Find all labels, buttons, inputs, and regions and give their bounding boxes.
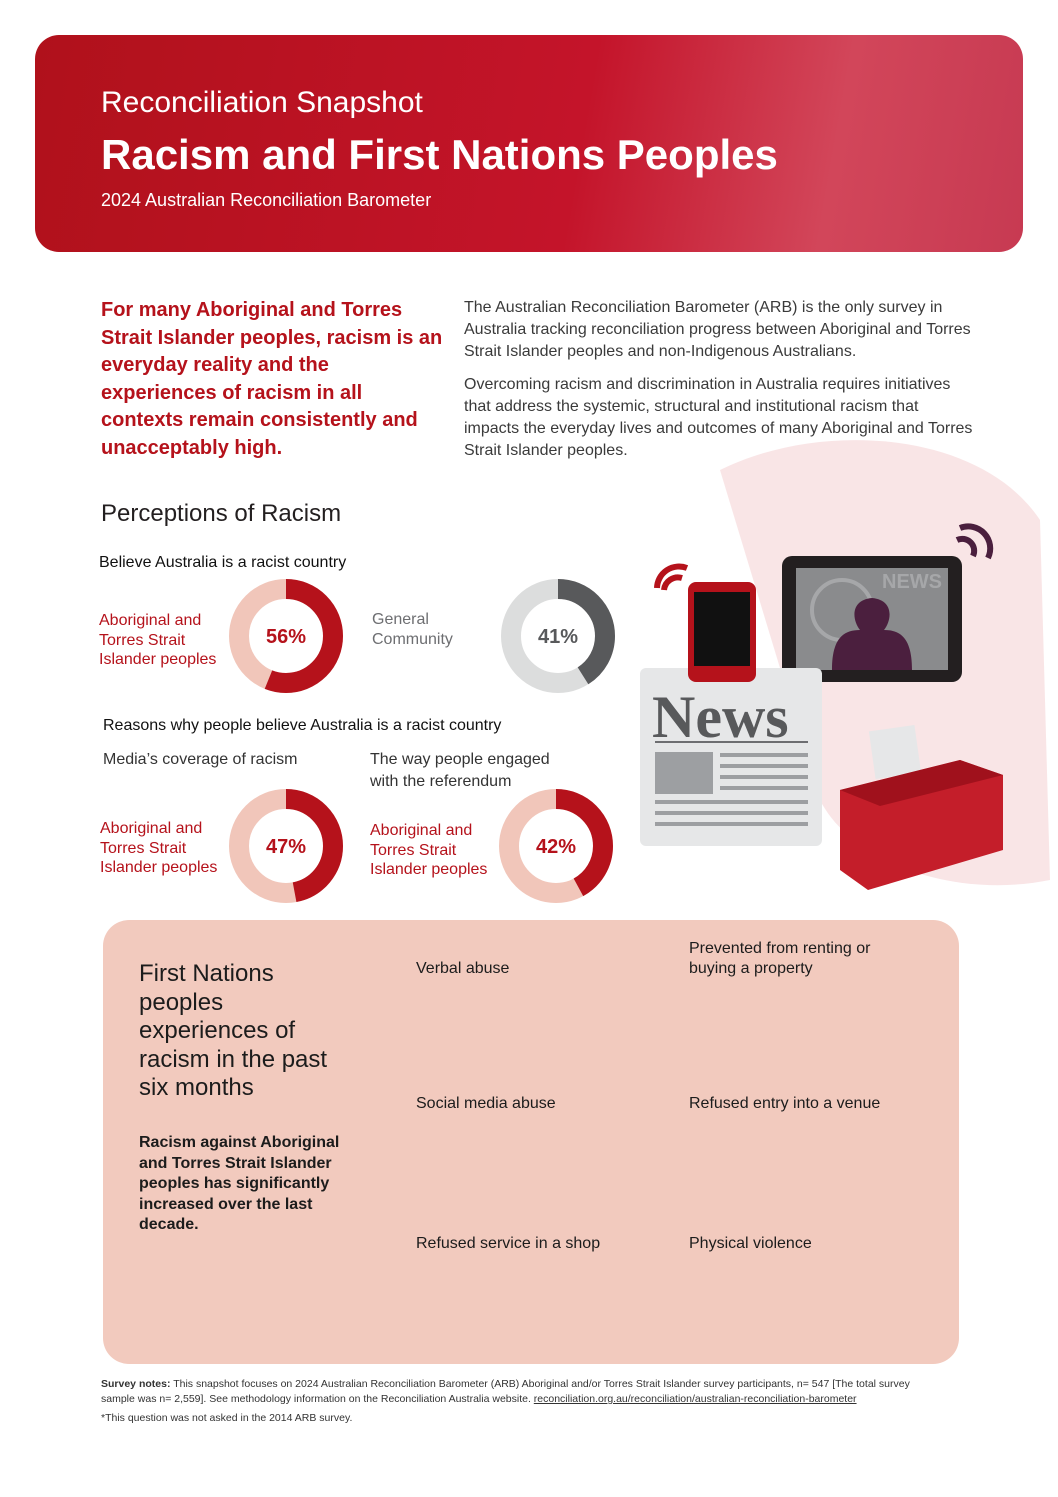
item-title: Refused entry into a venue <box>689 1095 881 1112</box>
section-heading: Perceptions of Racism <box>101 500 342 527</box>
caption: The way people engaged with the referend… <box>370 751 550 790</box>
group-label: Aboriginal and Torres Strait Islander pe… <box>99 612 217 668</box>
donut-arc <box>229 789 343 903</box>
donut-arc <box>501 579 615 693</box>
notes: This snapshot focuses on 2024 Australian… <box>101 1378 910 1405</box>
experiences-heading: First Nations peoples experiences of rac… <box>139 960 328 1101</box>
notes-label: Survey notes: <box>101 1378 171 1390</box>
item-title: Social media abuse <box>416 1095 556 1112</box>
link[interactable]: reconciliation.org.au/reconciliation/aus… <box>533 1393 857 1405</box>
survey-notes: Survey notes: This snapshot focuses on 2… <box>101 1377 931 1407</box>
item-title: Physical violence <box>689 1235 812 1252</box>
donut-value: 56% <box>266 626 306 648</box>
item-title: Verbal abuse <box>416 960 510 977</box>
donut-value: 41% <box>538 626 578 648</box>
experiences-panel <box>103 920 959 1364</box>
item-title: Refused service in a shop <box>416 1235 601 1252</box>
donut-arc <box>499 789 613 903</box>
phone-screen <box>694 592 750 666</box>
donut-arc <box>229 579 343 693</box>
paragraph: Overcoming racism and discrimination in … <box>464 376 973 459</box>
photo <box>655 752 713 794</box>
subtitle: 2024 Australian Reconciliation Barometer <box>101 190 432 210</box>
item-title: Prevented from renting or buying a prope… <box>689 940 871 977</box>
newspaper-title: News <box>652 684 789 750</box>
kicker: Reconciliation Snapshot <box>101 86 423 119</box>
ballot <box>868 725 922 779</box>
group-label: General Community <box>372 611 453 648</box>
ballot-box-top <box>840 760 1003 806</box>
signal <box>654 563 689 591</box>
illustration <box>640 440 1050 890</box>
caption: Media’s coverage of racism <box>103 751 298 768</box>
tv-label: NEWS <box>882 571 942 593</box>
group-label: Aboriginal and Torres Strait Islander pe… <box>370 822 488 878</box>
question: Believe Australia is a racist country <box>99 554 347 571</box>
question: Reasons why people believe Australia is … <box>103 717 502 734</box>
title: Racism and First Nations Peoples <box>101 131 778 178</box>
presenter <box>832 598 912 670</box>
group-label: Aboriginal and Torres Strait Islander pe… <box>100 820 218 876</box>
text-lines <box>655 753 808 826</box>
donut-value: 47% <box>266 836 306 858</box>
footnote: *This question was not asked in the 2014… <box>101 1412 353 1424</box>
donut-value: 42% <box>536 836 576 858</box>
experiences-note: Racism against Aboriginal and Torres Str… <box>139 1134 340 1233</box>
paragraph: The Australian Reconciliation Barometer … <box>464 299 971 360</box>
signal <box>955 523 994 560</box>
header-banner <box>35 35 1023 252</box>
lead: For many Aboriginal and Torres Strait Is… <box>101 299 443 459</box>
